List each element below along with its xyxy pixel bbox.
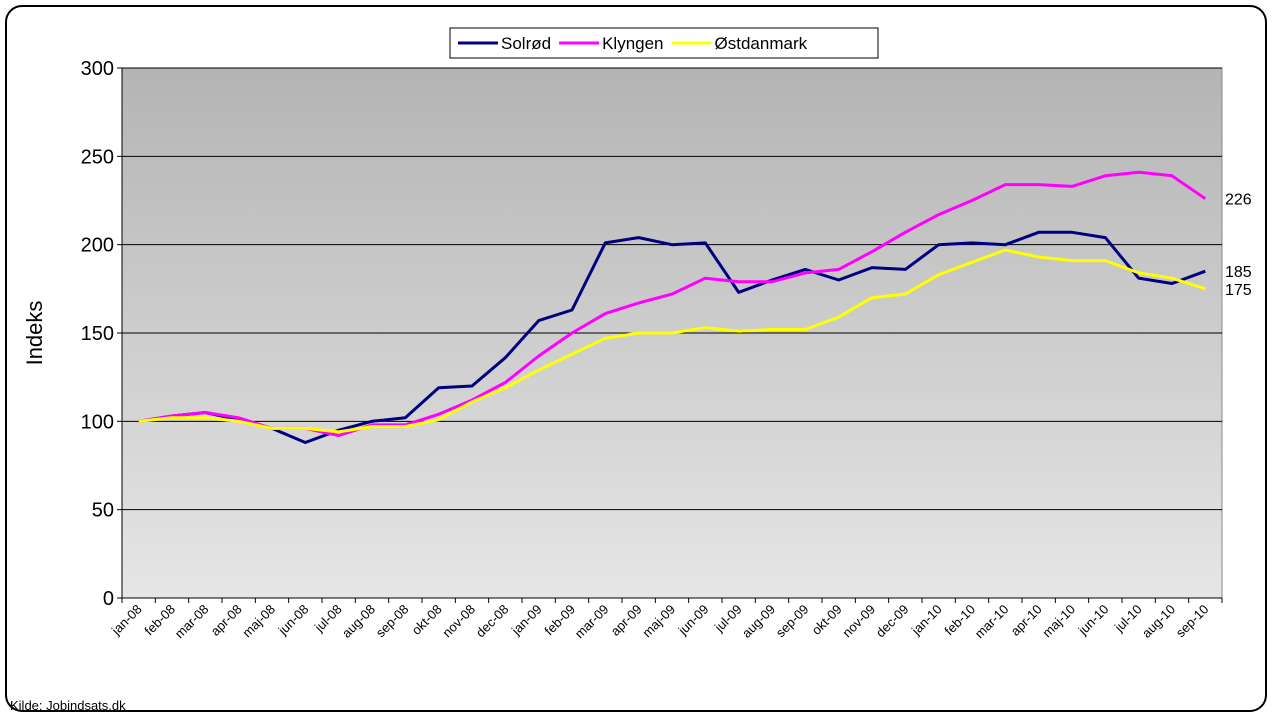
legend-label: Østdanmark (715, 34, 808, 53)
legend-label: Solrød (501, 34, 551, 53)
grid (122, 67, 1222, 599)
y-tick-label: 250 (81, 146, 114, 168)
lines (138, 170, 1207, 444)
y-axis-title: Indeks (22, 301, 47, 366)
legend: Solrød Klyngen Østdanmark (449, 27, 879, 59)
y-tick-label: 150 (81, 323, 114, 345)
series-line (138, 230, 1206, 444)
source: Kilde: Jobindsats.dk (10, 698, 126, 713)
y-tick-label: 100 (81, 411, 114, 433)
y-tick-label: 0 (103, 588, 114, 610)
y-tick-label: 50 (92, 500, 114, 522)
y-tick-label: 200 (81, 235, 114, 257)
series-line (138, 248, 1206, 434)
legend-box (449, 27, 879, 59)
end-value-label: 226 (1225, 192, 1252, 209)
end-value-label: 175 (1225, 282, 1252, 299)
end-value-label: 185 (1225, 264, 1252, 281)
y-tick-label: 300 (81, 58, 114, 80)
legend-label: Klyngen (602, 34, 663, 53)
